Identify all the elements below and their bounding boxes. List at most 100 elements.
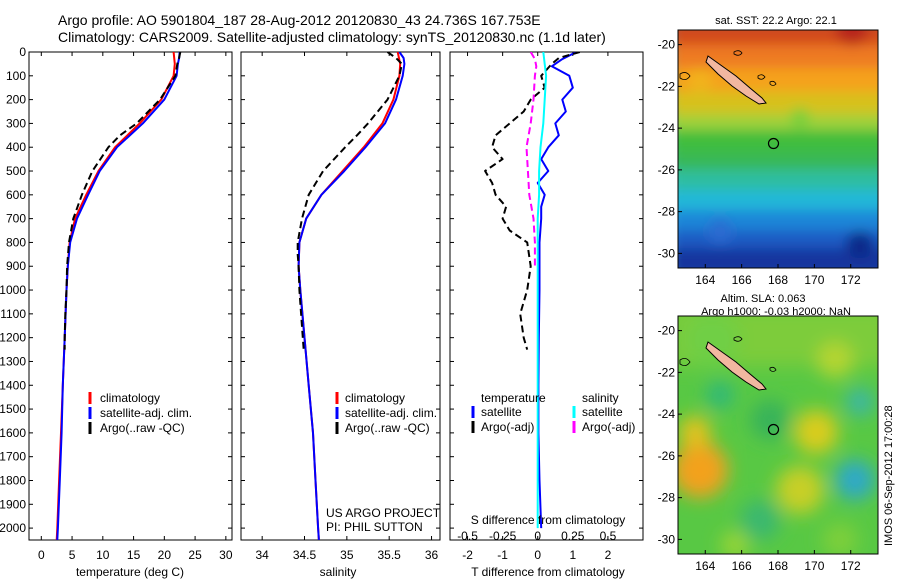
temperature-legend: climatology satellite-adj. clim. Argo(..… bbox=[88, 391, 192, 435]
lon-tick-label: 172 bbox=[841, 559, 861, 573]
difference-legend: temperature salinity satellite satellite… bbox=[471, 391, 635, 434]
altimetry-map-ticks: 164 166 168 170 172 -20 -22 -24 -26 -28 -30 bbox=[658, 324, 861, 573]
depth-tick-label: 1100 bbox=[0, 307, 26, 321]
sst-map-ticks: 164 166 168 170 172 -20 -22 -24 -26 -28 -30 bbox=[658, 38, 861, 287]
series-line bbox=[297, 52, 406, 540]
temperature-axes-frame bbox=[28, 51, 233, 541]
depth-tick-label: 2000 bbox=[0, 521, 26, 535]
series-line bbox=[525, 52, 538, 267]
depth-tick-label: 0 bbox=[19, 45, 26, 59]
sst-color-field bbox=[678, 30, 878, 268]
temperature-panel: 0100200300400500600700800900100011001200… bbox=[0, 45, 233, 579]
altimetry-map-title: Altim. SLA: 0.063 bbox=[721, 293, 806, 305]
lat-tick-label: -26 bbox=[658, 449, 676, 463]
legend-label-climatology: climatology bbox=[345, 391, 405, 405]
altimetry-color-field bbox=[678, 316, 878, 554]
x-tick-label: 10 bbox=[96, 548, 110, 562]
depth-tick-label: 1600 bbox=[0, 426, 26, 440]
x-tick-label: -1 bbox=[497, 548, 508, 562]
sst-coastlines bbox=[679, 50, 777, 105]
sst-map: sat. SST: 22.2 Argo: 22.1 bbox=[658, 15, 879, 287]
x-tick-label: 35 bbox=[340, 548, 354, 562]
salinity-lines bbox=[296, 52, 406, 540]
lat-tick-label: -20 bbox=[658, 324, 676, 338]
x-tick-label: 36 bbox=[425, 548, 439, 562]
header-line-2: Climatology: CARS2009. Satellite-adjuste… bbox=[58, 29, 606, 45]
sst-map-field bbox=[678, 30, 878, 268]
temperature-ticks: 0100200300400500600700800900100011001200… bbox=[0, 45, 233, 562]
temperature-lines bbox=[55, 52, 182, 540]
x-tick-label: 0 bbox=[534, 548, 541, 562]
s-tick-label: 0 bbox=[534, 529, 541, 543]
lon-tick-label: 166 bbox=[732, 273, 752, 287]
lat-tick-label: -28 bbox=[658, 491, 676, 505]
header-line-1: Argo profile: AO 5901804_187 28-Aug-2012… bbox=[58, 12, 541, 28]
legend-label-s-satellite: satellite bbox=[582, 405, 623, 419]
project-credit-line-2: PI: PHIL SUTTON bbox=[326, 520, 423, 534]
x-tick-label: 30 bbox=[219, 548, 233, 562]
depth-tick-label: 500 bbox=[6, 164, 26, 178]
s-tick-label: 0.25 bbox=[561, 529, 585, 543]
argo-position-marker bbox=[767, 423, 780, 436]
x-tick-label: 0 bbox=[38, 548, 45, 562]
legend-label-argo: Argo(..raw -QC) bbox=[100, 421, 185, 435]
altimetry-map-subtitle: Argo h1000: -0.03 h2000: NaN bbox=[701, 306, 851, 318]
new-caledonia-landmass bbox=[705, 341, 767, 391]
x-tick-label: 15 bbox=[127, 548, 141, 562]
legend-header-temperature: temperature bbox=[481, 391, 546, 405]
s-tick-label: -0.25 bbox=[489, 529, 517, 543]
difference-panel: -2 -1 0 1 2 S difference from climatology -0… bbox=[449, 51, 644, 579]
difference-lines bbox=[484, 52, 581, 529]
lat-tick-label: -26 bbox=[658, 163, 676, 177]
lat-tick-label: -20 bbox=[658, 38, 676, 52]
s-tick-label: 0.5 bbox=[600, 529, 617, 543]
legend-header-salinity: salinity bbox=[582, 391, 619, 405]
lat-tick-label: -22 bbox=[658, 365, 676, 379]
salinity-panel: 34 34.5 35 35.5 36 salinity climatology sate… bbox=[240, 51, 441, 579]
x-tick-label: 25 bbox=[188, 548, 202, 562]
depth-tick-label: 1500 bbox=[0, 402, 26, 416]
salinity-ticks: 34 34.5 35 35.5 36 bbox=[241, 51, 440, 562]
x-tick-label: -2 bbox=[462, 548, 473, 562]
sst-map-title: sat. SST: 22.2 Argo: 22.1 bbox=[715, 15, 837, 27]
difference-axes-frame bbox=[449, 51, 644, 541]
x-tick-label: 2 bbox=[605, 548, 612, 562]
altimetry-map: Altim. SLA: 0.063 Argo h1000: -0.03 h200… bbox=[658, 293, 879, 573]
series-line bbox=[536, 52, 548, 529]
depth-tick-label: 900 bbox=[6, 259, 26, 273]
imos-timestamp: IMOS 06-Sep-2012 17:00:28 bbox=[883, 405, 895, 546]
lat-tick-label: -30 bbox=[658, 532, 676, 546]
x-tick-label: 5 bbox=[69, 548, 76, 562]
x-tick-label: 34 bbox=[255, 548, 269, 562]
depth-tick-label: 600 bbox=[6, 188, 26, 202]
salinity-axes-frame bbox=[240, 51, 441, 541]
altimetry-map-field bbox=[678, 316, 878, 554]
coast-fragment bbox=[733, 336, 743, 342]
lon-tick-label: 170 bbox=[804, 273, 824, 287]
lat-tick-label: -28 bbox=[658, 205, 676, 219]
lon-tick-label: 168 bbox=[768, 273, 788, 287]
legend-label-t-argo: Argo(-adj) bbox=[481, 420, 534, 434]
s-tick-label: -0.5 bbox=[457, 529, 478, 543]
temperature-x-label: temperature (deg C) bbox=[76, 565, 184, 579]
altimetry-coastlines bbox=[679, 336, 777, 391]
coast-fragment bbox=[769, 366, 777, 372]
series-line bbox=[55, 52, 176, 540]
x-tick-label: 1 bbox=[569, 548, 576, 562]
lon-tick-label: 172 bbox=[841, 273, 861, 287]
new-caledonia-landmass bbox=[705, 55, 767, 105]
legend-label-satellite: satellite-adj. clim. bbox=[100, 406, 192, 420]
depth-tick-label: 1000 bbox=[0, 283, 26, 297]
x-tick-label: 35.5 bbox=[378, 548, 402, 562]
project-credit-line-1: US ARGO PROJECT bbox=[326, 506, 441, 520]
t-difference-label: T difference from climatology bbox=[471, 565, 625, 579]
argo-position-marker bbox=[767, 137, 780, 150]
s-difference-tick-labels: -0.5 -0.25 0 0.25 0.5 bbox=[457, 529, 616, 543]
lat-tick-label: -24 bbox=[658, 121, 676, 135]
lat-tick-label: -30 bbox=[658, 246, 676, 260]
lon-tick-label: 166 bbox=[732, 559, 752, 573]
coast-fragment bbox=[757, 74, 766, 80]
coast-fragment bbox=[679, 358, 691, 366]
depth-tick-label: 200 bbox=[6, 93, 26, 107]
depth-tick-label: 100 bbox=[6, 69, 26, 83]
